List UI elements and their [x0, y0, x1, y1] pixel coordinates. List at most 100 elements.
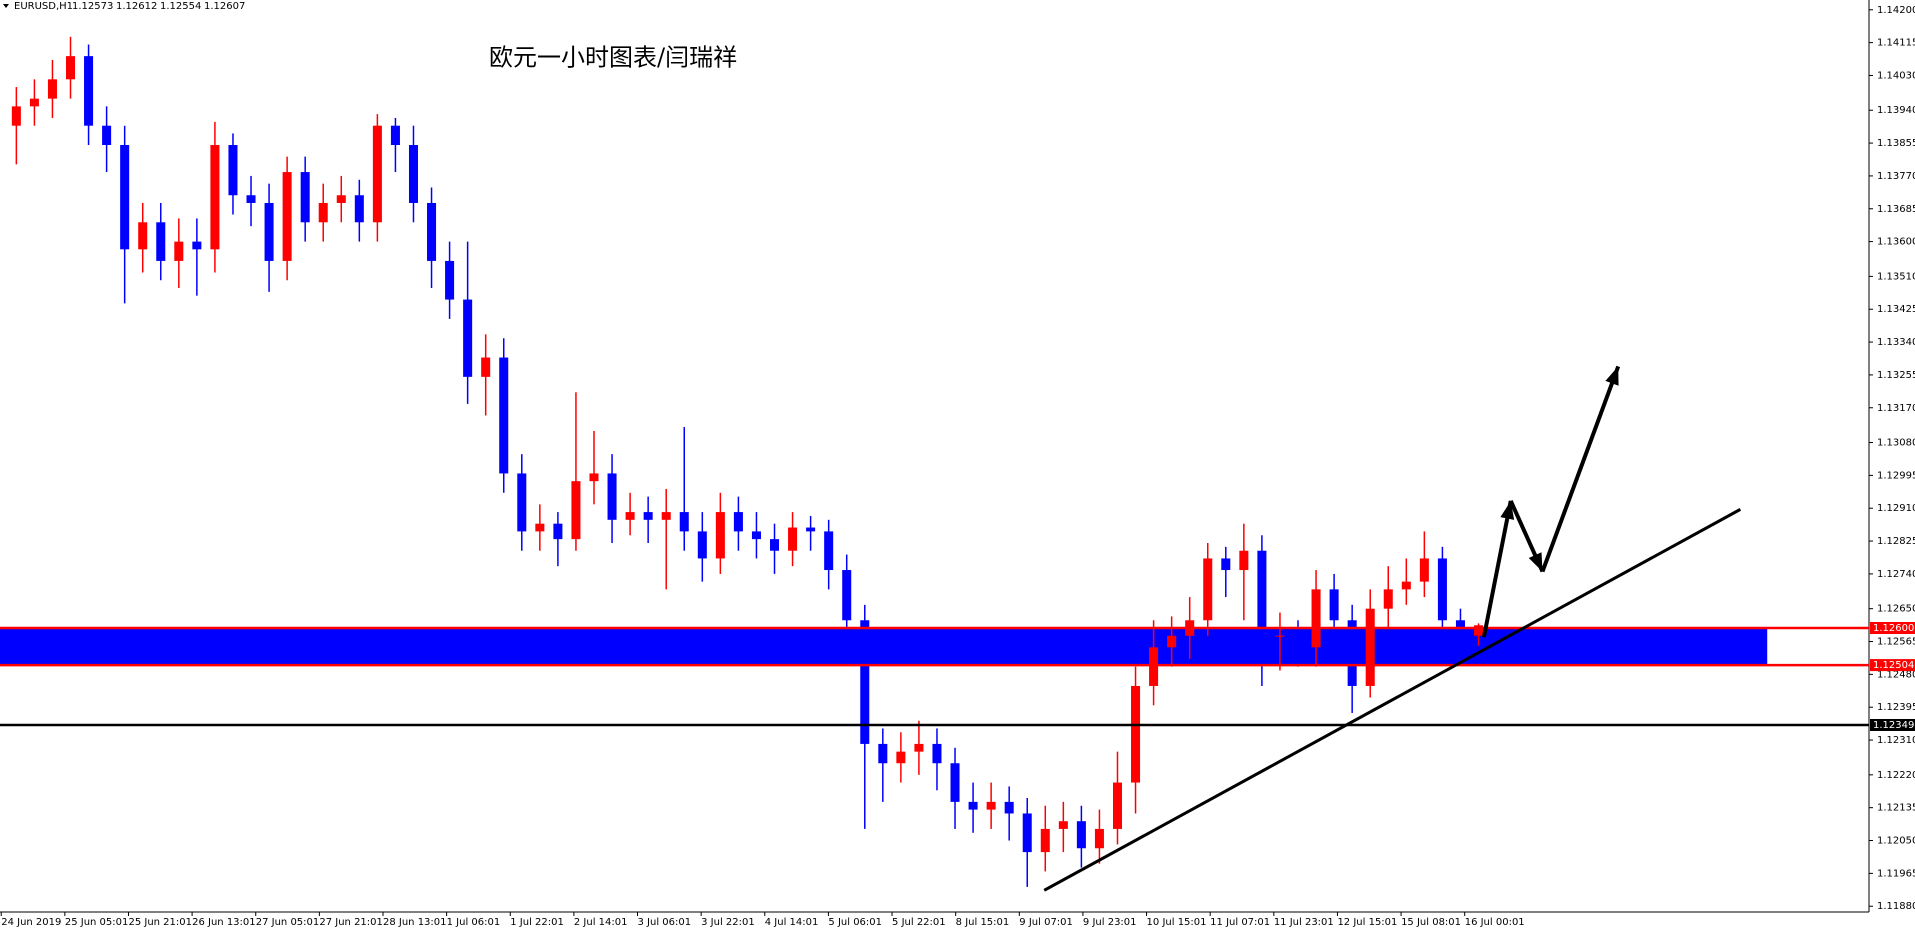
- candle-body: [697, 531, 707, 559]
- candle-body: [29, 98, 39, 107]
- x-tick-label: 8 Jul 15:01: [956, 917, 1010, 928]
- candle-body: [408, 145, 418, 203]
- candle-body: [932, 743, 942, 764]
- projection-arrowhead: [1528, 552, 1543, 572]
- candle-body: [878, 743, 888, 764]
- candle-body: [715, 512, 725, 559]
- candle-body: [210, 145, 220, 250]
- candle-body: [1311, 589, 1321, 648]
- x-tick-label: 3 Jul 22:01: [701, 917, 755, 928]
- header-value: 1.12607: [204, 1, 245, 12]
- y-tick-label: 1.13855: [1877, 138, 1915, 149]
- candle-body: [47, 79, 57, 99]
- candle-body: [1167, 635, 1177, 648]
- candle-body: [1347, 620, 1357, 686]
- y-tick-label: 1.12310: [1877, 735, 1915, 746]
- y-tick-label: 1.12650: [1877, 604, 1915, 615]
- candle-body: [553, 523, 563, 540]
- candle-body: [1474, 625, 1484, 636]
- level-label-box: [1870, 659, 1915, 672]
- candle-body: [445, 260, 455, 300]
- candle-body: [318, 202, 328, 223]
- y-tick-label: 1.12395: [1877, 702, 1915, 713]
- x-tick-label: 10 Jul 15:01: [1147, 917, 1207, 928]
- x-tick-label: 1 Jul 06:01: [447, 917, 501, 928]
- candle-body: [1329, 589, 1339, 621]
- candle-body: [427, 202, 437, 261]
- projection-segment: [1540, 365, 1621, 573]
- level-label: 1.12504: [1873, 660, 1914, 671]
- x-tick-label: 3 Jul 06:01: [638, 917, 692, 928]
- y-tick-label: 1.13255: [1877, 370, 1915, 381]
- candle-body: [1437, 558, 1447, 621]
- x-tick-label: 5 Jul 06:01: [828, 917, 882, 928]
- y-tick-label: 1.13510: [1877, 271, 1915, 282]
- candle-body: [372, 125, 382, 223]
- x-tick-label: 2 Jul 14:01: [574, 917, 628, 928]
- candle-body: [300, 172, 310, 223]
- candle-body: [102, 125, 112, 146]
- x-tick-label: 5 Jul 22:01: [892, 917, 946, 928]
- candle-body: [1401, 581, 1411, 590]
- x-tick-label: 25 Jun 05:01: [65, 917, 129, 928]
- x-tick-label: 4 Jul 14:01: [765, 917, 819, 928]
- x-tick-label: 11 Jul 23:01: [1274, 917, 1334, 928]
- candle-body: [1257, 550, 1267, 636]
- candle-body: [1094, 828, 1104, 849]
- candle-body: [1293, 635, 1303, 648]
- x-tick-label: 26 Jun 13:01: [192, 917, 256, 928]
- candle-body: [1383, 589, 1393, 609]
- candle-body: [1149, 647, 1159, 686]
- x-tick-label: 12 Jul 15:01: [1337, 917, 1397, 928]
- menu-icon[interactable]: [3, 4, 9, 8]
- candle-body: [1275, 635, 1285, 637]
- candle-body: [390, 125, 400, 146]
- candle-body: [264, 202, 274, 261]
- x-tick-label: 9 Jul 23:01: [1083, 917, 1137, 928]
- candle-body: [1239, 550, 1249, 571]
- candle-body: [192, 241, 202, 250]
- y-tick-label: 1.11965: [1877, 868, 1915, 879]
- candle-body: [499, 357, 509, 474]
- candle-body: [174, 241, 184, 261]
- y-tick-label: 1.12220: [1877, 770, 1915, 781]
- candle-body: [860, 620, 870, 744]
- x-tick-label: 11 Jul 07:01: [1210, 917, 1270, 928]
- x-tick-label: 16 Jul 00:01: [1465, 917, 1525, 928]
- header-value: 1.12612: [116, 1, 157, 12]
- candle-body: [336, 195, 346, 203]
- support-zone: [0, 628, 1768, 666]
- y-tick-label: 1.12995: [1877, 470, 1915, 481]
- candle-body: [1419, 558, 1429, 582]
- y-tick-label: 1.13940: [1877, 105, 1915, 116]
- candle-body: [481, 357, 491, 377]
- header-value: 1.12554: [160, 1, 201, 12]
- y-tick-label: 1.12135: [1877, 803, 1915, 814]
- y-tick-label: 1.11880: [1877, 901, 1915, 912]
- y-tick-label: 1.13340: [1877, 337, 1915, 348]
- candle-body: [463, 299, 473, 377]
- candle-body: [788, 527, 798, 551]
- y-tick-label: 1.13770: [1877, 171, 1915, 182]
- y-tick-label: 1.12565: [1877, 637, 1915, 648]
- level-label: 1.12600: [1873, 623, 1914, 634]
- candle-body: [1221, 558, 1231, 571]
- candle-body: [1040, 828, 1050, 853]
- candle-body: [733, 512, 743, 532]
- y-tick-label: 1.12825: [1877, 536, 1915, 547]
- candle-body: [914, 743, 924, 752]
- candle-body: [625, 512, 635, 520]
- candle-body: [1131, 685, 1141, 783]
- y-tick-label: 1.12740: [1877, 569, 1915, 580]
- candle-body: [84, 56, 94, 126]
- projection-segment: [1481, 500, 1513, 638]
- candle-body: [806, 527, 816, 532]
- y-tick-label: 1.12910: [1877, 503, 1915, 514]
- level-label-box: [1870, 622, 1915, 635]
- candle-body: [751, 531, 761, 540]
- x-tick-label: 15 Jul 08:01: [1401, 917, 1461, 928]
- candle-body: [246, 195, 256, 203]
- y-tick-label: 1.14030: [1877, 70, 1915, 81]
- symbol: EURUSD,H1: [14, 1, 73, 12]
- candle-body: [679, 512, 689, 532]
